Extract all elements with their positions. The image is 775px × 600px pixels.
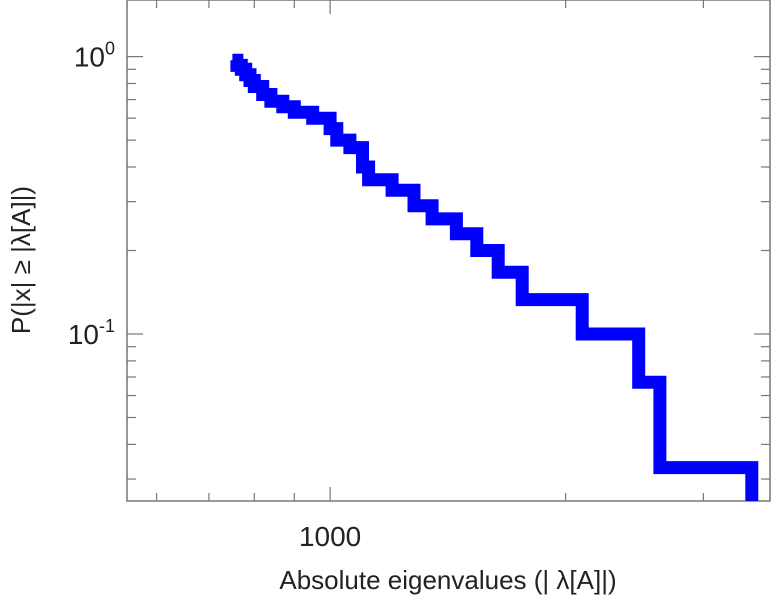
y-tick-label: 10-1: [68, 316, 115, 350]
series-group: [230, 53, 759, 501]
y-tick-label: 100: [74, 39, 115, 73]
tick-marks: [127, 0, 770, 501]
series-step-line: [230, 53, 759, 501]
y-axis-label: P(|x| ≥ |λ[A]|): [6, 186, 36, 334]
plot-frame: [126, 0, 771, 502]
x-tick-label: 1000: [299, 521, 361, 552]
x-axis-label: Absolute eigenvalues (| λ[A]|): [279, 565, 616, 595]
tick-labels: 1000 100 10-1: [68, 39, 361, 552]
